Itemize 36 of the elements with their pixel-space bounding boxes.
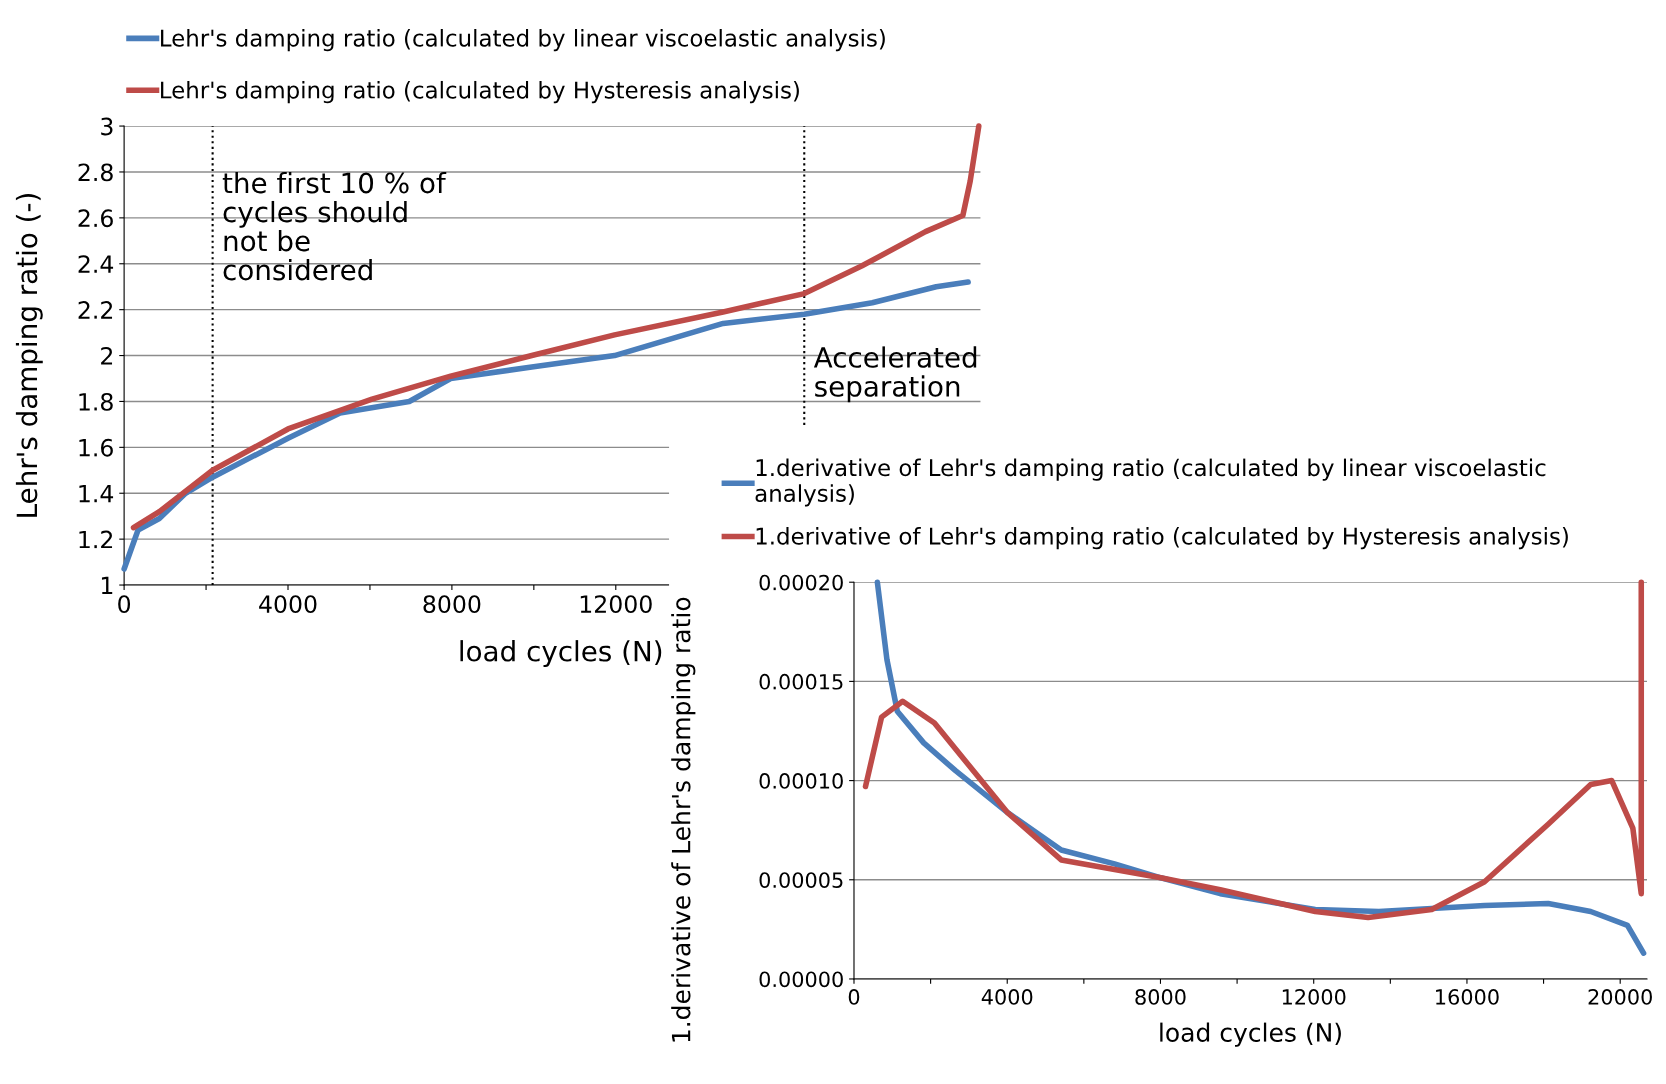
y-tick-label: 2 — [101, 347, 113, 365]
y-tick-label: 1.2 — [79, 530, 113, 549]
ref-line-label: Accelerated separation — [813, 346, 977, 403]
y-tick-label: 1.8 — [79, 392, 113, 411]
x-tick-label: 12000 — [580, 595, 652, 614]
y-tick-label: 2.6 — [78, 209, 113, 228]
x-axis-title: load cycles (N) — [460, 640, 662, 667]
y-tick-label: 0.00015 — [759, 673, 843, 690]
y-axis-title: Lehr's damping ratio (-) — [15, 194, 43, 517]
y-tick-label: 1 — [101, 576, 113, 595]
x-tick-label: 4000 — [259, 595, 317, 614]
x-tick-label: 20000 — [1588, 989, 1652, 1005]
legend-label: 1.derivative of Lehr's damping ratio (calculated by linear viscoelastic analysis) — [755, 458, 1546, 507]
y-tick-label: 2.2 — [78, 301, 113, 319]
x-axis-title: load cycles (N) — [1160, 1022, 1341, 1047]
y-tick-label: 0.00020 — [759, 574, 843, 591]
y-tick-label: 0.00000 — [759, 971, 843, 988]
x-tick-label: 4000 — [981, 989, 1033, 1005]
y-tick-label: 1.4 — [79, 485, 114, 503]
x-tick-label: 0 — [848, 989, 860, 1005]
x-tick-label: 8000 — [423, 595, 481, 614]
x-tick-label: 8000 — [1135, 989, 1186, 1005]
y-tick-label: 1.6 — [79, 438, 113, 457]
ref-line-label: the first 10 % of cycles should not be considered — [222, 171, 447, 281]
legend-label: 1.derivative of Lehr's damping ratio (calculated by Hysteresis analysis) — [756, 527, 1568, 550]
y-tick-label: 0.00010 — [759, 773, 843, 789]
x-tick-label: 12000 — [1282, 989, 1346, 1005]
x-tick-label: 16000 — [1436, 989, 1499, 1005]
x-tick-label: 0 — [118, 595, 131, 614]
y-tick-label: 3 — [101, 117, 113, 136]
legend-label: Lehr's damping ratio (calculated by Hysteresis analysis) — [161, 80, 799, 104]
legend-label: Lehr's damping ratio (calculated by linear viscoelastic analysis) — [161, 28, 885, 52]
y-tick-label: 0.00005 — [759, 872, 843, 888]
y-tick-label: 2.4 — [78, 255, 114, 273]
y-tick-label: 2.8 — [78, 163, 113, 182]
y-axis-title: 1.derivative of Lehr's damping ratio — [671, 597, 696, 1042]
